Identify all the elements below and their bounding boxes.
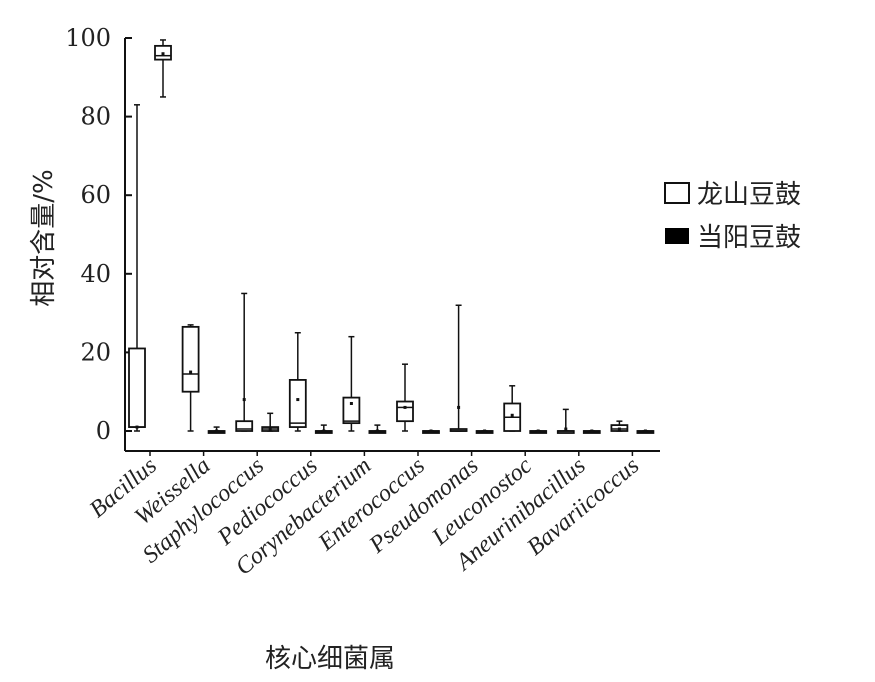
box-mean-point [349, 401, 353, 405]
legend-swatch-longshan [664, 182, 690, 204]
box-body [181, 325, 200, 393]
y-tick-label: 20 [80, 338, 111, 366]
box-1-5 [422, 429, 440, 434]
box-0-0 [128, 104, 146, 432]
box-mean-point [242, 398, 246, 402]
legend-label-longshan: 龙山豆鼓 [697, 180, 801, 210]
y-axis-ticks: 0 20 40 60 80 100 [65, 24, 132, 445]
box-mean-point [564, 427, 568, 431]
box-1-8 [582, 429, 601, 434]
y-tick-label: 80 [80, 103, 111, 131]
box-mean-point [268, 427, 272, 431]
box-mean-point [483, 429, 487, 433]
box-0-1 [181, 324, 200, 432]
box-body [342, 396, 361, 425]
box-mean-point [189, 370, 193, 374]
box-mean-point [161, 52, 165, 56]
y-tick-label: 40 [80, 260, 111, 288]
y-tick-label: 100 [65, 24, 111, 52]
box-0-2 [235, 292, 254, 432]
legend-label-dangyang: 当阳豆鼓 [697, 223, 801, 253]
box-mean-point [457, 405, 461, 409]
box-1-0 [154, 39, 172, 98]
box-0-7 [503, 385, 522, 432]
box-1-9 [636, 429, 655, 434]
box-mean-point [429, 429, 433, 433]
box-body [128, 347, 146, 428]
box-1-1 [207, 426, 226, 434]
box-0-3 [288, 332, 307, 432]
box-mean-point [322, 429, 326, 433]
box-mean-point [296, 398, 300, 402]
box-1-7 [529, 429, 548, 434]
box-0-8 [556, 408, 575, 434]
box-mean-point [617, 427, 621, 431]
box-1-3 [314, 424, 333, 434]
box-body [235, 420, 254, 432]
box-body [396, 400, 414, 423]
box-1-4 [368, 424, 387, 434]
box-mean-point [643, 429, 647, 433]
box-0-9 [610, 420, 629, 432]
y-tick-label: 60 [80, 181, 111, 209]
box-mean-point [403, 405, 407, 409]
y-axis-title: 相对含量/% [29, 169, 59, 306]
box-mean-point [510, 413, 514, 417]
box-mean-point [375, 429, 379, 433]
box-mean-point [215, 429, 219, 433]
box-0-4 [342, 335, 361, 432]
box-1-2 [261, 412, 280, 432]
box-mean-point [536, 429, 540, 433]
box-0-5 [396, 363, 414, 432]
box-1-6 [475, 429, 494, 434]
x-axis-category-labels: BacillusWeissellaStaphylococcusPediococc… [85, 451, 644, 581]
box-body [288, 379, 307, 428]
box-plot-marks [128, 39, 655, 434]
box-mean-point [135, 425, 139, 429]
x-axis-title: 核心细菌属 [265, 644, 395, 674]
box-mean-point [590, 429, 594, 433]
legend: 龙山豆鼓 当阳豆鼓 [664, 180, 801, 253]
y-tick-label: 0 [96, 417, 111, 445]
legend-swatch-dangyang [665, 228, 689, 244]
box-0-6 [449, 304, 468, 432]
